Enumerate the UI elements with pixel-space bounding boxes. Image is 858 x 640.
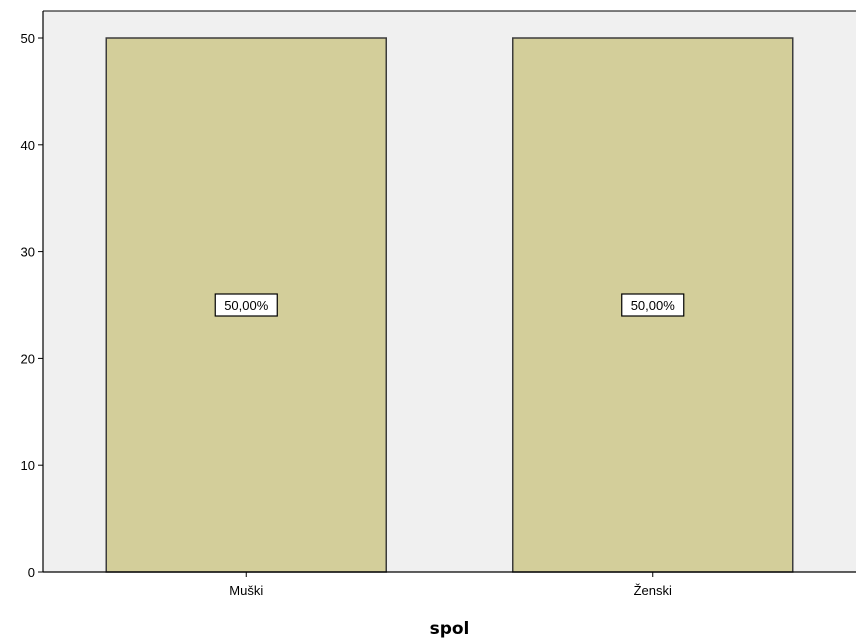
y-tick-label: 50 <box>21 31 35 46</box>
data-label-box <box>621 293 685 317</box>
y-tick-label: 40 <box>21 138 35 153</box>
x-tick-label: Muški <box>229 583 263 598</box>
x-axis-title: spol <box>430 619 470 639</box>
y-tick-label: 30 <box>21 245 35 260</box>
data-label-box <box>214 293 278 317</box>
data-label: 50,00% <box>631 298 676 313</box>
y-tick-label: 10 <box>21 458 35 473</box>
data-label: 50,00% <box>224 298 269 313</box>
x-tick-label: Ženski <box>634 583 672 598</box>
y-tick-label: 0 <box>28 565 35 580</box>
y-tick-label: 20 <box>21 351 35 366</box>
